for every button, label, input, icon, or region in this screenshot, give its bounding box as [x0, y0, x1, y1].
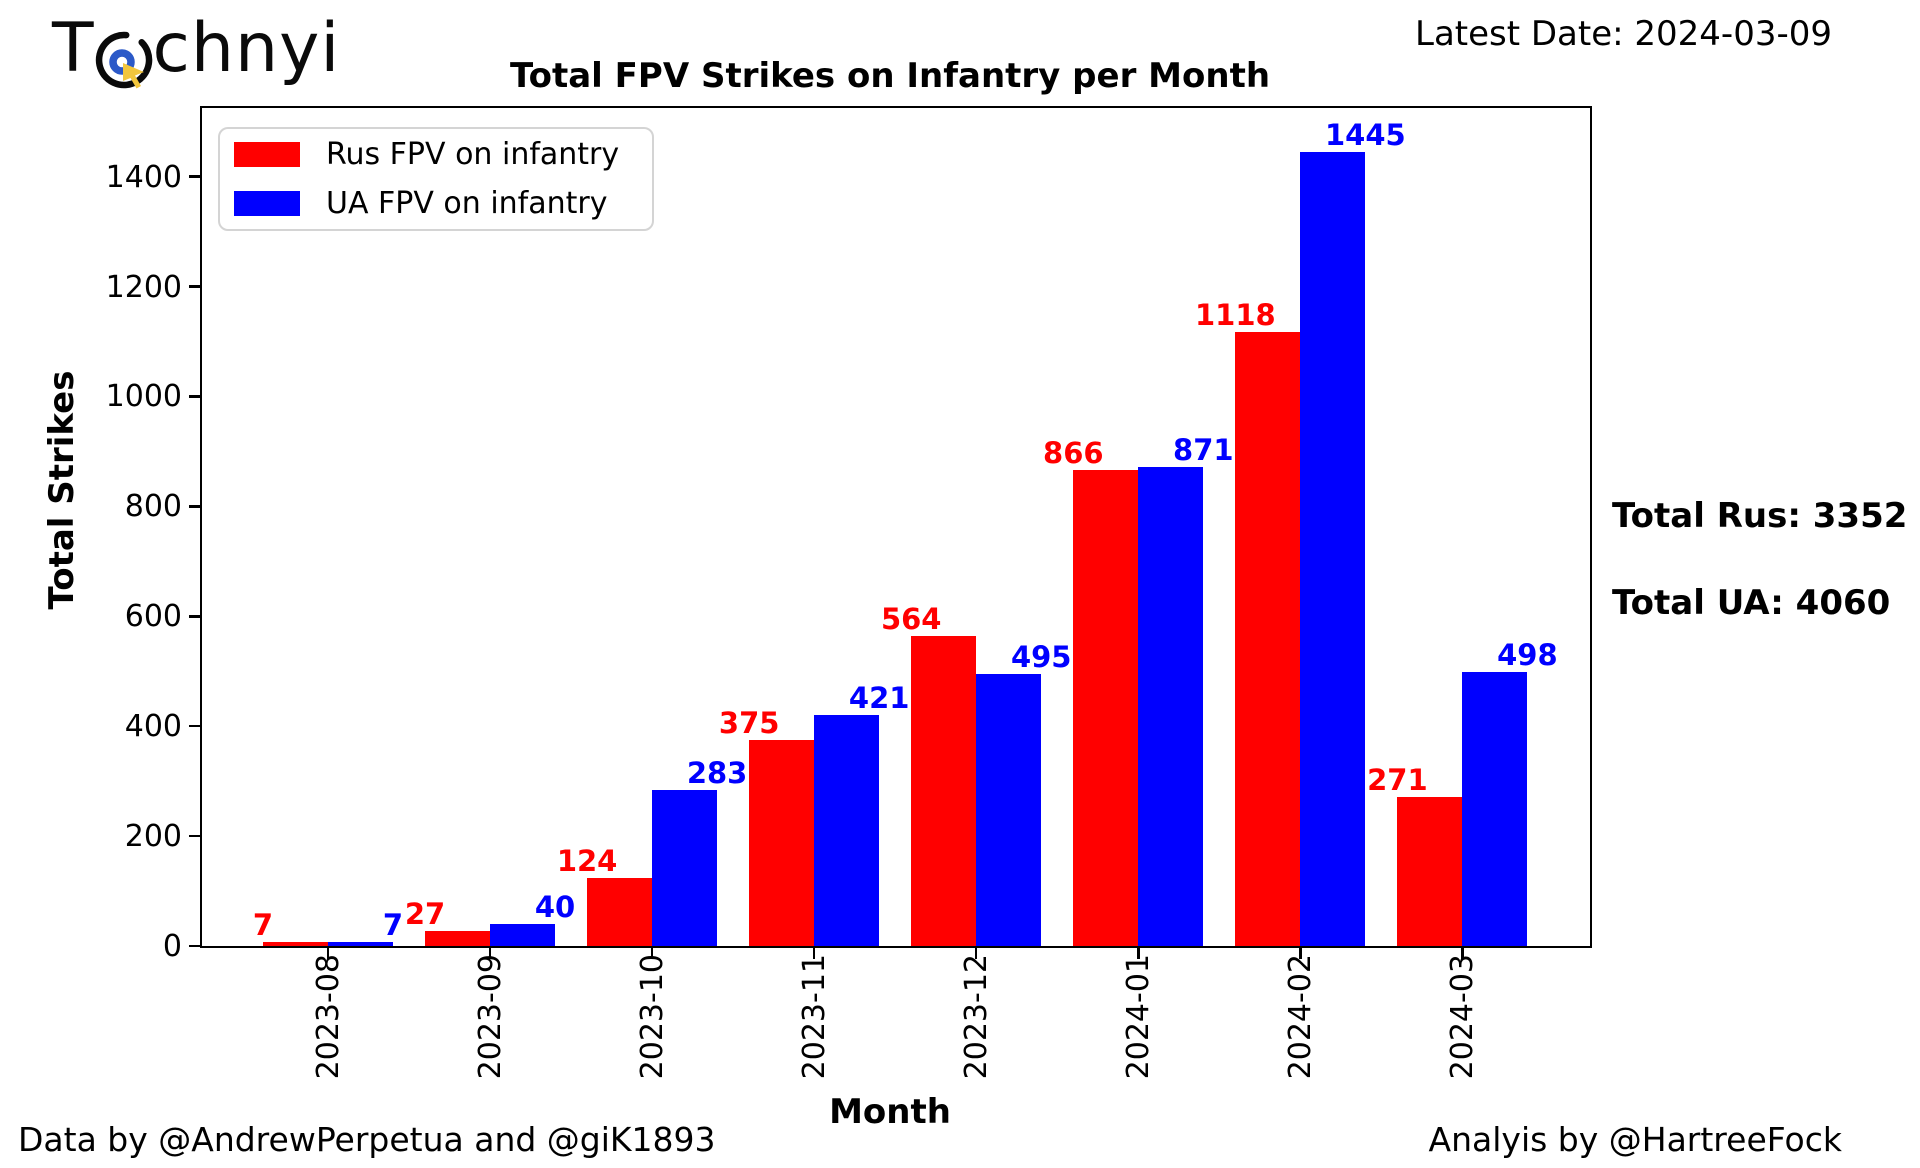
y-tick-mark	[189, 175, 200, 178]
bar-rus-2024-01	[1073, 470, 1139, 946]
legend-swatch-rus	[234, 142, 300, 167]
bar-ua-2024-02	[1300, 151, 1366, 946]
bar-value-label: 7	[382, 908, 404, 943]
y-tick-label: 1000	[105, 379, 182, 415]
bar-ua-2023-08	[328, 942, 393, 946]
y-axis-label: Total Strikes	[42, 370, 82, 610]
bar-ua-2023-11	[814, 714, 880, 946]
x-tick-mark	[1461, 947, 1464, 959]
y-tick-mark	[189, 724, 200, 728]
technyi-logo: T chnyi	[52, 10, 340, 90]
y-tick-mark	[189, 944, 200, 948]
y-tick-label: 0	[162, 929, 182, 964]
credit-data-sources: Data by @AndrewPerpetua and @giK1893	[18, 1120, 716, 1159]
x-tick-mark	[1137, 947, 1140, 959]
bar-value-label: 1445	[1325, 117, 1406, 152]
x-tick-mark	[488, 947, 492, 959]
bar-value-label: 375	[718, 705, 780, 740]
bar-value-label: 564	[880, 602, 942, 637]
bar-rus-2023-09	[425, 931, 491, 946]
bar-value-label: 283	[686, 756, 748, 791]
x-axis-label: Month	[829, 1092, 951, 1132]
y-tick-mark	[189, 834, 200, 838]
legend-label-ua: UA FPV on infantry	[326, 185, 608, 221]
bar-value-label: 1118	[1195, 297, 1276, 332]
legend: Rus FPV on infantry UA FPV on infantry	[218, 127, 654, 231]
bar-rus-2023-11	[749, 739, 815, 946]
x-tick-mark	[650, 947, 654, 959]
y-tick-label: 1200	[105, 269, 182, 305]
bar-value-label: 27	[404, 897, 446, 932]
credit-analysis: Analyis by @HartreeFock	[1428, 1120, 1842, 1159]
bar-ua-2024-01	[1138, 467, 1204, 946]
bar-value-label: 271	[1367, 763, 1428, 798]
plot-area	[200, 106, 1592, 948]
bar-value-label: 7	[252, 908, 274, 943]
bar-value-label: 421	[848, 680, 910, 715]
y-tick-label: 800	[124, 489, 182, 525]
bar-value-label: 495	[1010, 639, 1072, 674]
total-rus-annotation: Total Rus: 3352	[1612, 496, 1908, 536]
cursor-click-icon	[95, 31, 152, 89]
bar-value-label: 124	[556, 843, 618, 878]
bar-rus-2024-02	[1235, 331, 1301, 946]
logo-text-suffix: chnyi	[152, 9, 341, 88]
legend-entry-ua: UA FPV on infantry	[234, 185, 652, 221]
bar-value-label: 866	[1043, 436, 1104, 471]
bar-ua-2023-10	[652, 790, 718, 946]
bar-rus-2023-12	[911, 636, 977, 946]
bar-rus-2024-03	[1397, 797, 1463, 946]
bar-value-label: 40	[534, 890, 576, 925]
bar-ua-2023-12	[976, 673, 1042, 946]
bar-value-label: 498	[1497, 638, 1558, 673]
y-tick-mark	[189, 285, 200, 288]
y-tick-label: 400	[124, 709, 182, 745]
logo-text-prefix: T	[52, 9, 95, 88]
bar-ua-2024-03	[1462, 672, 1528, 946]
y-tick-label: 600	[124, 599, 182, 635]
y-tick-mark	[189, 615, 200, 618]
bar-ua-2023-09	[490, 924, 556, 946]
legend-entry-rus: Rus FPV on infantry	[234, 136, 652, 172]
y-tick-mark	[189, 395, 200, 398]
x-tick-mark	[326, 947, 330, 959]
total-ua-annotation: Total UA: 4060	[1612, 583, 1891, 623]
bar-rus-2023-08	[263, 942, 328, 946]
bar-rus-2023-10	[587, 877, 653, 946]
legend-swatch-ua	[234, 191, 300, 216]
bar-value-label: 871	[1173, 433, 1234, 468]
latest-date-label: Latest Date: 2024-03-09	[1415, 14, 1832, 54]
x-tick-mark	[974, 947, 978, 959]
y-tick-mark	[189, 505, 200, 508]
x-tick-mark	[812, 947, 816, 959]
x-tick-mark	[1299, 947, 1302, 959]
legend-label-rus: Rus FPV on infantry	[326, 136, 620, 172]
y-tick-label: 1400	[105, 159, 182, 195]
chart-title: Total FPV Strikes on Infantry per Month	[509, 56, 1271, 96]
y-tick-label: 200	[124, 819, 182, 855]
